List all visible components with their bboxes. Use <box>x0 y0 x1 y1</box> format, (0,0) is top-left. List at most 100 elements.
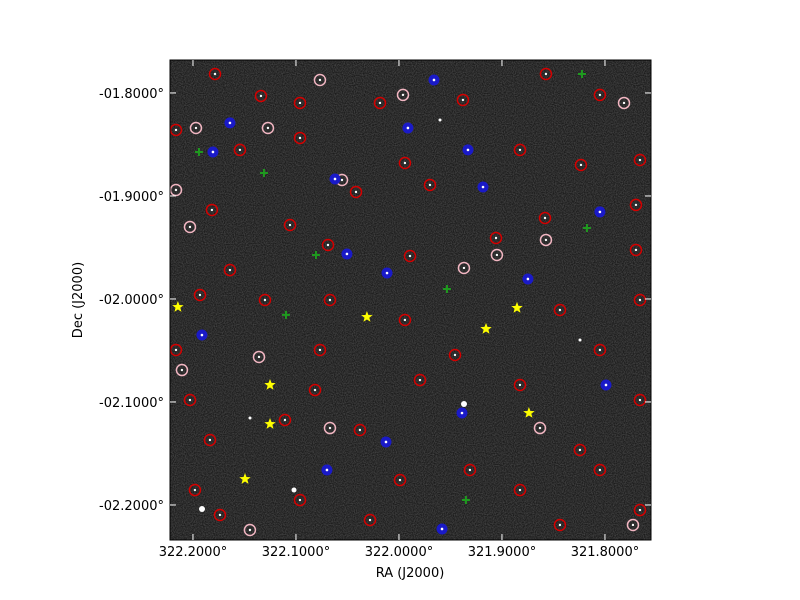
source-ring <box>457 261 471 275</box>
source-ring <box>223 263 237 277</box>
source-core <box>354 190 358 194</box>
source-core <box>194 126 198 130</box>
x-tick-label: 321.8000° <box>571 545 640 560</box>
source-ring <box>323 421 337 435</box>
source-core <box>174 188 178 192</box>
bright-stars <box>199 118 582 512</box>
source-ring <box>313 73 327 87</box>
source-core <box>460 411 464 415</box>
source-core <box>368 518 372 522</box>
source-core <box>578 448 582 452</box>
source-core <box>598 93 602 97</box>
source-core <box>288 223 292 227</box>
source-plus <box>281 310 290 319</box>
source-core <box>313 388 317 392</box>
source-plus <box>577 70 586 79</box>
source-ring <box>213 508 227 522</box>
source-ring <box>183 393 197 407</box>
source-ring <box>593 463 607 477</box>
source-ring <box>283 218 297 232</box>
source-core <box>518 488 522 492</box>
source-plus <box>259 168 268 177</box>
source-core <box>218 513 222 517</box>
source-core <box>385 271 389 275</box>
y-tick-label: -01.8000° <box>99 87 164 102</box>
source-core <box>495 253 499 257</box>
source-ring <box>539 233 553 247</box>
source-ring <box>208 67 222 81</box>
source-ring <box>463 463 477 477</box>
source-core <box>326 243 330 247</box>
source-star <box>172 301 184 312</box>
source-ring <box>353 423 367 437</box>
source-core <box>604 383 608 387</box>
source-ring <box>513 378 527 392</box>
source-core <box>494 236 498 240</box>
source-core <box>208 438 212 442</box>
source-ring <box>490 248 504 262</box>
source-plus <box>582 224 591 232</box>
source-ring <box>456 93 470 107</box>
source-core <box>526 277 530 281</box>
source-core <box>328 426 332 430</box>
source-core <box>358 428 362 432</box>
source-core <box>298 136 302 140</box>
source-ring <box>448 348 462 362</box>
source-ring <box>553 518 567 532</box>
source-ring <box>398 156 412 170</box>
source-plus <box>194 147 203 156</box>
source-ring <box>574 158 588 172</box>
x-axis-label: RA (J2000) <box>376 566 445 581</box>
source-core <box>318 348 322 352</box>
source-core <box>544 238 548 242</box>
source-core <box>263 298 267 302</box>
y-tick-label: -02.2000° <box>99 499 164 514</box>
source-core <box>453 353 457 357</box>
source-ring <box>513 143 527 157</box>
y-tick-label: -02.0000° <box>99 293 164 308</box>
source-ring <box>293 96 307 110</box>
x-tick-label: 322.1000° <box>262 545 331 560</box>
source-core <box>180 368 184 372</box>
source-ring <box>593 343 607 357</box>
source-core <box>428 183 432 187</box>
source-core <box>638 298 642 302</box>
source-core <box>598 468 602 472</box>
source-core <box>481 185 485 189</box>
source-core <box>638 508 642 512</box>
source-core <box>544 72 548 76</box>
source-core <box>518 383 522 387</box>
source-core <box>266 126 270 130</box>
source-ring <box>188 483 202 497</box>
source-core <box>468 468 472 472</box>
source-core <box>418 378 422 382</box>
source-core <box>403 318 407 322</box>
image-noise <box>170 60 651 540</box>
source-core <box>462 266 466 270</box>
source-core <box>634 203 638 207</box>
source-ring <box>513 483 527 497</box>
source-ring <box>243 523 257 537</box>
x-tick-label: 322.0000° <box>365 545 434 560</box>
y-tick-label: -01.9000° <box>99 190 164 205</box>
source-ring <box>393 473 407 487</box>
source-core <box>598 210 602 214</box>
source-ring <box>293 131 307 145</box>
source-core <box>211 150 215 154</box>
source-core <box>174 348 178 352</box>
source-core <box>378 101 382 105</box>
source-core <box>461 98 465 102</box>
source-ring <box>189 121 203 135</box>
source-star <box>264 379 276 390</box>
source-star <box>480 322 492 334</box>
source-star <box>239 473 251 484</box>
source-ring <box>349 185 363 199</box>
source-ring <box>573 443 587 457</box>
source-ring <box>308 383 322 397</box>
source-core <box>228 121 232 125</box>
source-core <box>259 94 263 98</box>
source-core <box>238 148 242 152</box>
source-core <box>213 72 217 76</box>
source-ring <box>553 303 567 317</box>
source-ring <box>633 153 647 167</box>
